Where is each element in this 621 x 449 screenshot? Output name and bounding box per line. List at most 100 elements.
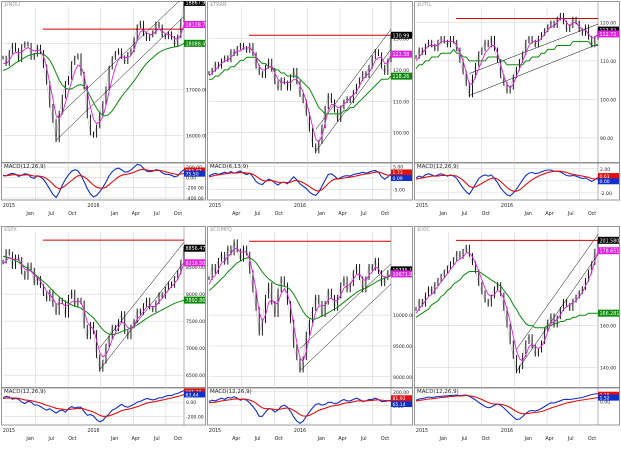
y-tick-label: 7000.00	[186, 346, 205, 352]
price-badge	[184, 244, 205, 252]
x-tick-label: Jul	[47, 211, 54, 217]
chart-title: $TRAN	[210, 2, 227, 8]
price-badge	[391, 72, 412, 80]
chart-svg: 18000.0017000.0016000.0018867.9318128.72…	[1, 1, 206, 217]
x-tick-label: 2015	[209, 428, 221, 434]
channel-line-upper	[99, 242, 185, 348]
channel-line-lower	[299, 283, 392, 371]
signal-line	[415, 170, 598, 192]
ma-long-line	[209, 56, 392, 115]
x-tick-label: Jan	[110, 211, 118, 217]
x-tick-label: Jan	[25, 436, 33, 442]
price-badge	[598, 26, 619, 34]
ma-short-line	[208, 47, 392, 143]
y-tick-label: 100.00	[393, 131, 409, 137]
y-tick-label: 90.00	[600, 136, 613, 142]
price-badge-label: 201.5807	[600, 238, 621, 244]
x-tick-label: Oct	[275, 211, 283, 217]
macd-label: MACD(12,26,9)	[417, 389, 459, 395]
macd-badge-label: 75.50	[186, 171, 199, 177]
x-tick-label: 2016	[87, 203, 99, 209]
price-badge	[598, 236, 619, 244]
chart-title: $COMPQ	[210, 227, 232, 233]
y-tick-label: 6500.00	[186, 373, 205, 379]
x-tick-label: Oct	[68, 211, 76, 217]
chart-svg: 120.00110.00100.0090.00117.32112.722.000…	[414, 1, 620, 217]
price-badge	[598, 30, 619, 38]
chart-title: $INDU	[4, 2, 20, 8]
chart-title: $SPX	[4, 227, 17, 233]
x-tick-label: 2016	[294, 428, 306, 434]
x-tick-label: 2015	[416, 428, 428, 434]
price-line	[2, 248, 185, 371]
macd-badge	[184, 167, 205, 174]
x-tick-label: 2015	[3, 428, 15, 434]
macd-tick-label: -5.00	[393, 188, 405, 194]
macd-tick-label: 0.00	[186, 400, 196, 406]
price-pane-frame	[207, 226, 413, 388]
x-tick-label: Oct	[588, 211, 596, 217]
x-tick-label: Jan	[317, 436, 325, 442]
x-tick-label: 2015	[416, 203, 428, 209]
x-tick-label: Apr	[338, 211, 346, 217]
x-tick-label: Apr	[545, 436, 553, 442]
macd-badge-label: 63.44	[186, 392, 199, 398]
ma-long-line	[415, 271, 598, 329]
price-badge	[184, 1, 205, 6]
price-badge	[184, 296, 205, 304]
x-tick-label: Apr	[132, 211, 140, 217]
x-tick-label: Jan	[439, 436, 447, 442]
x-tick-label: Oct	[381, 436, 389, 442]
price-badge-label: 10671.95	[393, 272, 414, 278]
macd-line	[208, 169, 392, 197]
macd-tick-label: 5.00	[393, 164, 403, 170]
price-badge	[391, 266, 412, 274]
channel-line-lower	[516, 254, 599, 372]
ma-long-line	[208, 257, 392, 321]
macd-badge-label: 0.09	[393, 176, 403, 182]
signal-line	[2, 168, 185, 190]
y-tick-label: 100.00	[600, 97, 616, 103]
channel-line-upper	[516, 234, 599, 350]
macd-tick-label: -400.00	[186, 196, 204, 202]
macd-badge	[598, 178, 619, 185]
macd-badge-label: 1.52	[600, 395, 610, 401]
macd-badge	[391, 175, 412, 182]
price-badge-label: 8856.47	[186, 246, 206, 252]
x-tick-label: 2016	[501, 428, 513, 434]
x-tick-label: Jan	[524, 211, 532, 217]
macd-tick-label: -200.00	[186, 415, 204, 421]
x-tick-label: Oct	[68, 436, 76, 442]
price-badge	[391, 31, 412, 39]
chart-panel: 130.00 120.00 110.00 100.00 130.99 122.38 118.…	[207, 1, 413, 223]
x-tick-label: Jan	[524, 436, 532, 442]
macd-line	[415, 393, 599, 421]
ma-short-line	[2, 256, 185, 358]
x-tick-label: 2015	[3, 203, 15, 209]
chart-svg: 130.00 120.00 110.00 100.00 130.99 122.38 118.…	[207, 1, 413, 217]
x-tick-label: Oct	[174, 211, 182, 217]
price-line	[208, 35, 392, 153]
x-tick-label: Oct	[482, 436, 490, 442]
x-tick-label: Oct	[275, 436, 283, 442]
macd-tick-label: -2.00	[600, 191, 612, 197]
price-badge	[184, 20, 205, 28]
y-tick-label: 8500.00	[186, 265, 205, 271]
price-badge-label: 7892.86	[186, 298, 206, 304]
channel-line-upper	[469, 23, 599, 74]
macd-pane-frame	[207, 162, 413, 201]
x-tick-label: 2016	[294, 203, 306, 209]
channel-line-upper	[55, 1, 180, 119]
price-badge-label: 166.2813	[600, 311, 621, 317]
channel-line-upper	[315, 29, 392, 130]
macd-badge-label: 65.14	[393, 402, 406, 408]
macd-pane-frame	[414, 387, 620, 426]
y-tick-label: 130.00	[393, 36, 409, 42]
macd-badge	[598, 173, 619, 180]
x-tick-label: Apr	[132, 436, 140, 442]
macd-label: MACD(12,26,9)	[4, 389, 46, 395]
signal-line	[2, 393, 185, 417]
macd-tick-label: 200.00	[393, 390, 409, 396]
y-tick-label: 120.00	[393, 68, 409, 74]
